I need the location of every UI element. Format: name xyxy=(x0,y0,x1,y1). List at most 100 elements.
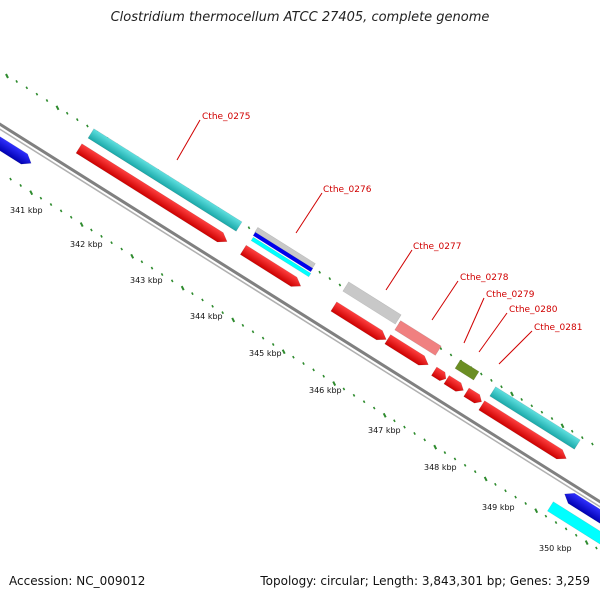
gene-label: Cthe_0281 xyxy=(534,323,582,333)
gene-label: Cthe_0276 xyxy=(323,185,372,195)
inner-tick xyxy=(342,387,346,391)
inner-tick xyxy=(191,292,194,296)
gene-label: Cthe_0275 xyxy=(202,112,250,122)
inner-tick xyxy=(170,279,174,283)
inner-tick xyxy=(211,304,214,308)
inner-tick xyxy=(514,495,517,499)
inner-tick xyxy=(554,521,558,525)
inner-tick xyxy=(534,508,539,514)
kbp-tick-label: 348 kbp xyxy=(424,463,457,472)
inner-tick xyxy=(19,183,23,187)
kbp-tick-label: 350 kbp xyxy=(539,544,572,553)
cds-0278 xyxy=(384,334,429,366)
backbone-inner xyxy=(0,128,600,508)
topology-text: Topology: circular; Length: 3,843,301 bp… xyxy=(260,574,590,588)
inner-tick xyxy=(564,527,568,531)
inner-tick xyxy=(393,419,396,423)
inner-tick xyxy=(140,260,144,264)
outer-tick xyxy=(449,353,453,357)
backbone-outer xyxy=(0,122,600,504)
inner-tick xyxy=(544,514,548,518)
cyan-feature-right-group xyxy=(547,501,600,549)
cyan-band-0276 xyxy=(250,236,312,278)
cds-0280b xyxy=(463,387,482,404)
inner-tick xyxy=(574,533,578,537)
outer-tick xyxy=(540,410,544,414)
pink-feature-0278 xyxy=(394,320,442,356)
blue-feature-left xyxy=(0,131,32,165)
blue-band-0276 xyxy=(252,231,314,273)
inner-tick xyxy=(595,546,598,550)
cds-0280 xyxy=(443,375,464,392)
outer-tick xyxy=(318,270,322,274)
inner-tick xyxy=(241,323,245,327)
inner-tick xyxy=(160,273,164,276)
label-pointer xyxy=(498,330,533,365)
label-pointer xyxy=(478,312,508,353)
gene-label: Cthe_0279 xyxy=(486,290,535,300)
inner-tick xyxy=(271,342,275,346)
blue-feature-right-group xyxy=(564,492,600,532)
cyan-band-0276-group xyxy=(250,236,312,278)
label-pointer xyxy=(431,280,459,321)
inner-tick xyxy=(251,330,255,334)
outer-tick xyxy=(500,385,503,389)
cyan-feature-0275 xyxy=(87,128,243,232)
kbp-tick-label: 346 kbp xyxy=(309,386,342,395)
inner-tick xyxy=(39,196,43,200)
inner-tick xyxy=(201,298,204,302)
outer-tick xyxy=(580,436,584,440)
inner-tick xyxy=(231,317,236,323)
cds-0279-group xyxy=(431,366,447,381)
inner-tick xyxy=(362,400,366,404)
outer-tick xyxy=(560,423,565,429)
grey-feature-0277 xyxy=(342,281,402,325)
inner-tick-ruler xyxy=(9,177,598,550)
outer-tick xyxy=(45,99,49,103)
label-pointer xyxy=(463,297,485,344)
blue-feature-right xyxy=(564,492,600,532)
inner-tick xyxy=(372,406,376,410)
cyan-feature-right xyxy=(547,501,600,549)
inner-tick xyxy=(100,234,103,238)
cds-0277 xyxy=(330,301,387,341)
inner-tick xyxy=(110,241,113,245)
cds-0275 xyxy=(75,143,228,243)
inner-tick xyxy=(332,381,337,386)
inner-tick xyxy=(494,482,497,486)
inner-tick xyxy=(90,228,93,232)
outer-tick xyxy=(328,277,332,281)
inner-tick xyxy=(382,412,387,418)
outer-tick xyxy=(439,347,443,351)
outer-tick xyxy=(86,124,89,128)
outer-tick xyxy=(510,391,514,397)
inner-tick xyxy=(584,540,589,545)
inner-tick xyxy=(433,444,438,450)
inner-tick xyxy=(302,362,305,366)
inner-tick xyxy=(150,266,154,270)
outer-tick xyxy=(530,404,534,408)
kbp-tick-label: 341 kbp xyxy=(10,206,43,215)
cds-0275-group xyxy=(75,143,228,243)
outer-tick xyxy=(570,429,574,433)
cds-0280-group xyxy=(443,375,464,392)
pink-feature-0278-group xyxy=(394,320,442,356)
inner-tick xyxy=(483,476,488,482)
kbp-tick-label: 344 kbp xyxy=(190,312,223,321)
inner-tick xyxy=(180,285,185,291)
outer-tick xyxy=(338,283,342,287)
cyan-feature-0275-group xyxy=(87,128,243,232)
inner-tick xyxy=(49,203,53,207)
inner-tick xyxy=(120,247,124,251)
outer-tick xyxy=(591,442,594,446)
inner-tick xyxy=(443,451,447,455)
cds-0279 xyxy=(431,366,447,381)
gene-label: Cthe_0277 xyxy=(413,242,461,252)
map-title: Clostridium thermocellum ATCC 27405, com… xyxy=(110,10,490,25)
cyan-feature-0281-group xyxy=(489,386,581,450)
outer-tick xyxy=(5,73,9,79)
inner-tick xyxy=(413,432,416,435)
inner-tick xyxy=(504,489,507,493)
olive-feature-0279 xyxy=(454,359,480,381)
label-pointer xyxy=(295,192,323,234)
